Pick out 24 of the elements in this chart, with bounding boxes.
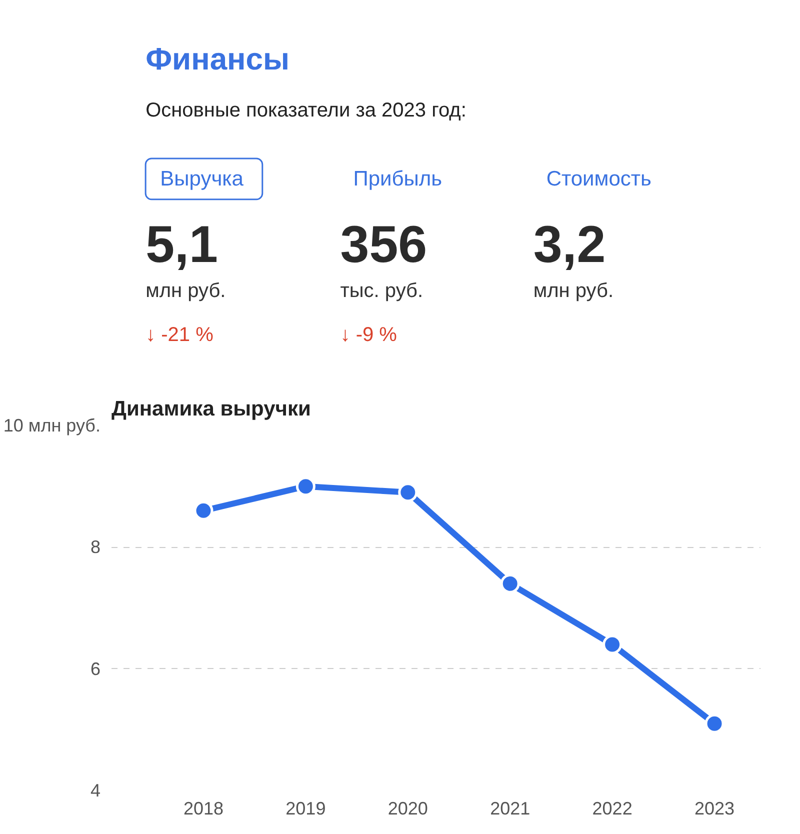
x-tick-label: 2023 xyxy=(694,798,735,818)
text: млн руб. xyxy=(533,280,614,302)
x-tick-label: 2022 xyxy=(592,798,632,818)
y-tick-label: 10 млн руб. xyxy=(3,416,101,436)
x-tick-label: 2019 xyxy=(286,798,326,818)
x-tick-label: 2018 xyxy=(183,798,224,818)
text: Стоимость xyxy=(546,167,652,190)
text: 356 xyxy=(340,216,428,274)
text: млн руб. xyxy=(146,280,226,302)
chart-title: Динамика выручки xyxy=(112,398,311,420)
text: Выручка xyxy=(160,167,244,190)
x-tick-label: 2021 xyxy=(490,798,530,818)
text: Прибыль xyxy=(353,167,442,190)
text: Основные показатели за 2023 год: xyxy=(146,100,466,122)
text: Финансы xyxy=(146,42,290,77)
text: ↓ -21 % xyxy=(146,324,214,346)
y-tick-label: 6 xyxy=(90,658,101,679)
y-tick-label: 8 xyxy=(90,537,101,558)
text: тыс. руб. xyxy=(340,280,424,302)
text: ↓ -9 % xyxy=(340,324,398,346)
text: 3,2 xyxy=(533,216,606,274)
text: 5,1 xyxy=(146,216,218,274)
y-tick-label: 4 xyxy=(90,780,101,800)
x-tick-label: 2020 xyxy=(388,798,428,818)
